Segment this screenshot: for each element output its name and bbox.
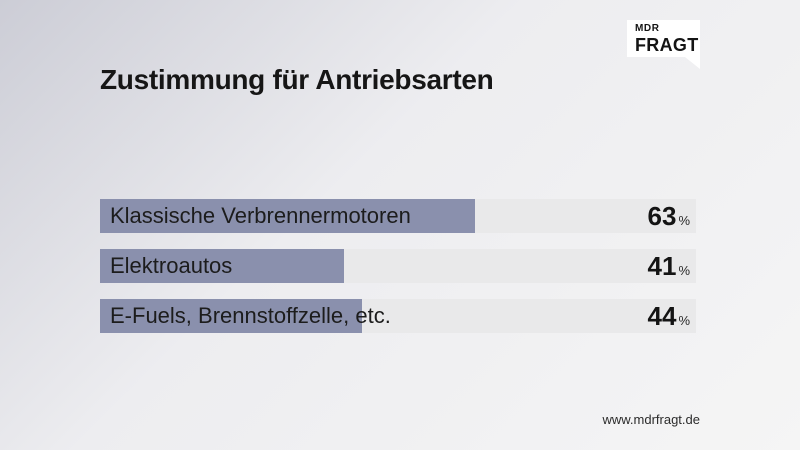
bar-category-label: Klassische Verbrennermotoren — [110, 203, 411, 228]
bar-value-number: 41 — [647, 251, 677, 281]
bar-value: 63% — [648, 199, 690, 238]
speech-bubble-tail-icon — [685, 57, 700, 69]
bar-track: Klassische Verbrennermotoren 63% — [100, 199, 696, 233]
bar-value-unit: % — [678, 213, 690, 228]
mdr-fragt-logo: MDR FRAGT — [627, 20, 700, 69]
bar-track: Elektroautos 41% — [100, 249, 696, 283]
bar-value-number: 63 — [647, 201, 677, 231]
bar-fill — [100, 299, 363, 333]
bar-value-unit: % — [678, 313, 690, 328]
logo-text-fragt: FRAGT — [635, 35, 699, 55]
bar-value: 41% — [648, 249, 690, 288]
logo-text-mdr: MDR — [635, 23, 660, 34]
bar-value-unit: % — [678, 263, 690, 278]
bar-category-label: E-Fuels, Brennstoffzelle, etc. — [110, 303, 391, 328]
bar-value: 44% — [648, 299, 690, 338]
bar-track: E-Fuels, Brennstoffzelle, etc. 44% — [100, 299, 696, 333]
bar-fill — [100, 249, 345, 283]
bar-chart: Klassische Verbrennermotoren 63% Elektroau… — [100, 199, 696, 333]
bar-fill — [100, 199, 476, 233]
chart-title: Zustimmung für Antriebsarten — [100, 64, 494, 95]
bar-value-number: 44 — [647, 301, 677, 331]
bar-category-label: Elektroautos — [110, 253, 233, 278]
source-url: www.mdrfragt.de — [602, 412, 700, 427]
